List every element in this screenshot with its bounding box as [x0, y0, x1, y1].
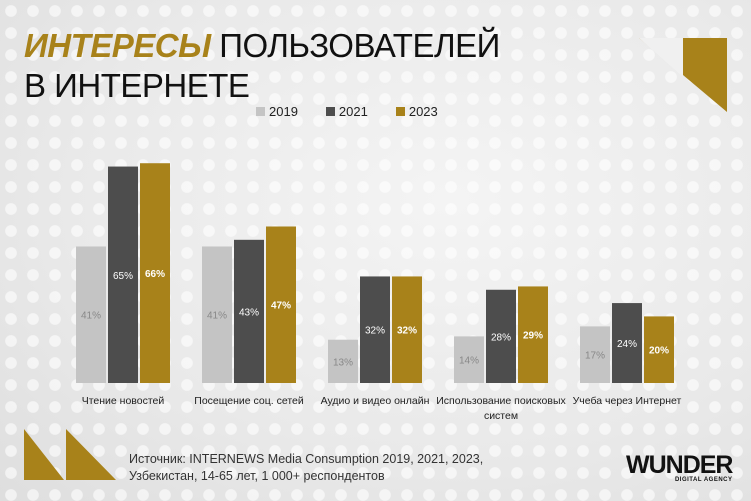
- source-line2: Узбекистан, 14-65 лет, 1 000+ респондент…: [129, 469, 385, 483]
- legend-item-2019: 2019: [256, 104, 298, 119]
- source-line1: Источник: INTERNEWS Media Consumption 20…: [129, 452, 484, 466]
- bar-2019-4: [580, 326, 610, 383]
- category-label: Аудио и видео онлайн: [321, 395, 430, 407]
- triangle-decoration-left: [24, 429, 64, 480]
- bar-2019-1: [202, 246, 232, 383]
- bar-2023-0: [140, 163, 170, 383]
- bar-2023-4: [644, 316, 674, 383]
- bar-2021-3: [486, 289, 516, 383]
- title-rest: ПОЛЬЗОВАТЕЛЕЙ: [210, 27, 500, 64]
- data-label: 24%: [617, 339, 637, 350]
- bar-2023-1: [266, 226, 296, 383]
- data-label: 17%: [585, 351, 605, 362]
- data-label: 20%: [649, 346, 669, 357]
- legend-item-2023: 2023: [395, 104, 438, 119]
- bar-2021-2: [360, 276, 390, 383]
- data-label: 41%: [81, 311, 101, 322]
- bar-2019-0: [76, 246, 106, 383]
- bar-2023-3: [518, 286, 548, 383]
- title-accent: ИНТЕРЕСЫ: [24, 27, 211, 64]
- bar-2021-1: [234, 239, 264, 383]
- bar-2021-0: [108, 166, 138, 383]
- data-label: 28%: [491, 332, 511, 343]
- data-label: 29%: [523, 331, 543, 342]
- data-label: 32%: [397, 326, 417, 337]
- legend: 2019 2021 2023: [256, 104, 438, 119]
- category-label: Посещение соц. сетей: [194, 395, 304, 407]
- data-label: 66%: [145, 269, 165, 280]
- bar-2023-2: [392, 276, 422, 383]
- wunder-logo: WUNDER DIGITAL AGENCY: [626, 451, 733, 484]
- data-label: 43%: [239, 307, 259, 318]
- category-label: Использование поисковых: [436, 395, 566, 407]
- title-line2: В ИНТЕРНЕТЕ: [24, 67, 250, 104]
- data-label: 47%: [271, 301, 291, 312]
- bar-2019-2: [328, 339, 358, 383]
- bar-2019-3: [454, 336, 484, 383]
- corner-triangle-cutout: [639, 38, 683, 77]
- page-title: ИНТЕРЕСЫ ПОЛЬЗОВАТЕЛЕЙ В ИНТЕРНЕТЕ: [24, 26, 500, 106]
- legend-item-2021: 2021: [325, 104, 368, 119]
- source-note: Источник: INTERNEWS Media Consumption 20…: [129, 451, 483, 485]
- category-label: систем: [484, 410, 518, 422]
- category-label: Учеба через Интернет: [573, 395, 682, 407]
- data-label: 32%: [365, 326, 385, 337]
- triangle-decoration-right: [66, 429, 116, 480]
- data-label: 65%: [113, 271, 133, 282]
- category-label: Чтение новостей: [82, 395, 165, 407]
- data-label: 13%: [333, 357, 353, 368]
- data-label: 14%: [459, 356, 479, 367]
- data-label: 41%: [207, 311, 227, 322]
- bar-2021-4: [612, 303, 642, 383]
